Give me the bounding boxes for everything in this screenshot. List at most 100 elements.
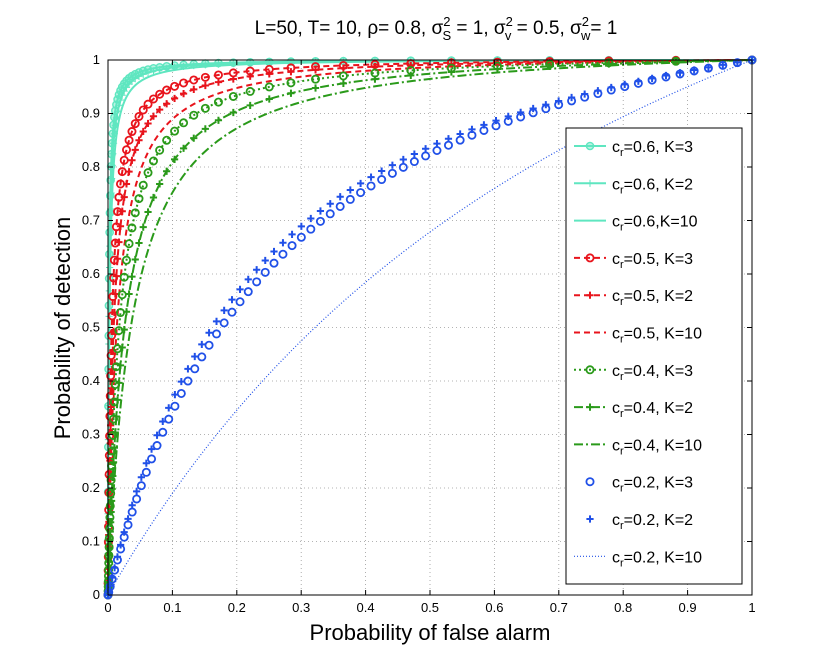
marker-10 <box>594 87 602 95</box>
marker-10 <box>228 296 236 304</box>
marker-9 <box>377 175 387 185</box>
marker-10 <box>159 417 167 426</box>
marker-6 <box>106 489 116 499</box>
marker-9 <box>158 427 168 437</box>
y-axis-label: Probability of detection <box>50 217 75 440</box>
y-tick-label: 0.4 <box>82 373 100 388</box>
marker-9 <box>204 340 214 350</box>
y-tick-label: 1 <box>93 52 100 67</box>
marker-3 <box>119 155 129 165</box>
marker-1 <box>120 87 128 95</box>
legend: cr=0.6, K=3 cr=0.6, K=2 cr=0.6,K=10 cr=0.5,… <box>565 127 743 585</box>
marker-10 <box>704 63 713 72</box>
marker-7 <box>265 95 273 103</box>
marker-9 <box>235 297 245 307</box>
marker-4 <box>265 70 273 78</box>
marker-6 <box>162 135 172 145</box>
marker-6 <box>311 74 321 84</box>
legend-label: cr=0.4, K=10 <box>612 437 702 457</box>
marker-10 <box>719 61 727 69</box>
legend-label: cr=0.5, K=3 <box>612 251 693 271</box>
marker-1 <box>144 68 152 77</box>
marker-10 <box>111 564 119 572</box>
legend-item-2: cr=0.6,K=10 <box>574 214 698 234</box>
marker-3 <box>134 111 144 121</box>
marker-7 <box>156 180 164 188</box>
marker-7 <box>139 223 147 231</box>
marker-10 <box>480 121 488 129</box>
legend-item-9: cr=0.2, K=3 <box>585 475 693 495</box>
marker-9 <box>335 201 345 211</box>
legend-label: cr=0.4, K=3 <box>612 363 693 383</box>
marker-10 <box>177 377 185 386</box>
legend-item-10: cr=0.2, K=2 <box>586 512 693 532</box>
marker-3 <box>148 94 158 104</box>
marker-10 <box>147 445 156 453</box>
marker-6 <box>338 71 348 81</box>
legend-label: cr=0.2, K=10 <box>612 549 702 569</box>
marker-legend-4 <box>586 291 594 299</box>
marker-1 <box>149 67 158 75</box>
marker-7 <box>246 101 254 110</box>
legend-item-5: cr=0.5, K=10 <box>574 326 702 346</box>
marker-10 <box>142 459 150 467</box>
legend-item-0: cr=0.6, K=3 <box>574 139 693 159</box>
marker-10 <box>399 155 407 164</box>
marker-10 <box>581 90 589 98</box>
legend-item-4: cr=0.5, K=2 <box>574 288 693 308</box>
marker-10 <box>117 541 125 549</box>
marker-4 <box>122 180 131 188</box>
marker-10 <box>433 140 441 148</box>
marker-9 <box>287 241 297 251</box>
marker-7 <box>371 75 379 83</box>
marker-6 <box>155 145 165 155</box>
legend-item-1: cr=0.6, K=2 <box>574 176 693 196</box>
marker-7 <box>201 125 209 133</box>
marker-10 <box>261 256 269 265</box>
marker-3 <box>127 127 137 137</box>
marker-10 <box>137 473 145 481</box>
marker-10 <box>634 77 642 85</box>
legend-item-8: cr=0.4, K=10 <box>574 437 702 457</box>
x-tick-label: 0.3 <box>292 600 310 615</box>
marker-10 <box>504 112 512 121</box>
marker-9 <box>136 481 146 491</box>
marker-4 <box>112 272 120 280</box>
marker-3 <box>105 391 115 401</box>
marker-10 <box>108 573 116 582</box>
marker-7 <box>287 89 295 97</box>
marker-10 <box>113 553 122 561</box>
marker-7 <box>111 428 119 437</box>
marker-10 <box>356 179 365 188</box>
marker-10 <box>212 317 221 325</box>
marker-10 <box>120 528 128 536</box>
series-10 <box>104 56 756 599</box>
marker-9 <box>278 249 288 259</box>
marker-10 <box>253 266 261 274</box>
marker-1 <box>107 174 116 183</box>
marker-10 <box>517 108 525 116</box>
marker-4 <box>118 207 126 215</box>
marker-10 <box>621 80 629 88</box>
marker-10 <box>288 230 296 238</box>
y-tick-label: 0.8 <box>82 159 100 174</box>
marker-6 <box>134 194 144 204</box>
marker-10 <box>165 404 173 412</box>
marker-3 <box>170 81 180 91</box>
y-tick-label: 0.7 <box>82 213 100 228</box>
marker-10 <box>279 239 287 247</box>
marker-7 <box>125 290 133 298</box>
marker-10 <box>153 431 161 439</box>
y-tick-label: 0.1 <box>82 534 100 549</box>
marker-6 <box>286 78 296 88</box>
marker-7 <box>131 255 139 264</box>
marker-1 <box>156 66 164 74</box>
marker-4 <box>311 66 320 74</box>
marker-1 <box>118 91 126 99</box>
marker-7 <box>122 308 131 316</box>
marker-10 <box>567 93 576 102</box>
marker-10 <box>607 83 615 92</box>
marker-7 <box>214 116 223 124</box>
legend-label: cr=0.5, K=2 <box>612 288 693 308</box>
marker-1 <box>229 59 237 68</box>
